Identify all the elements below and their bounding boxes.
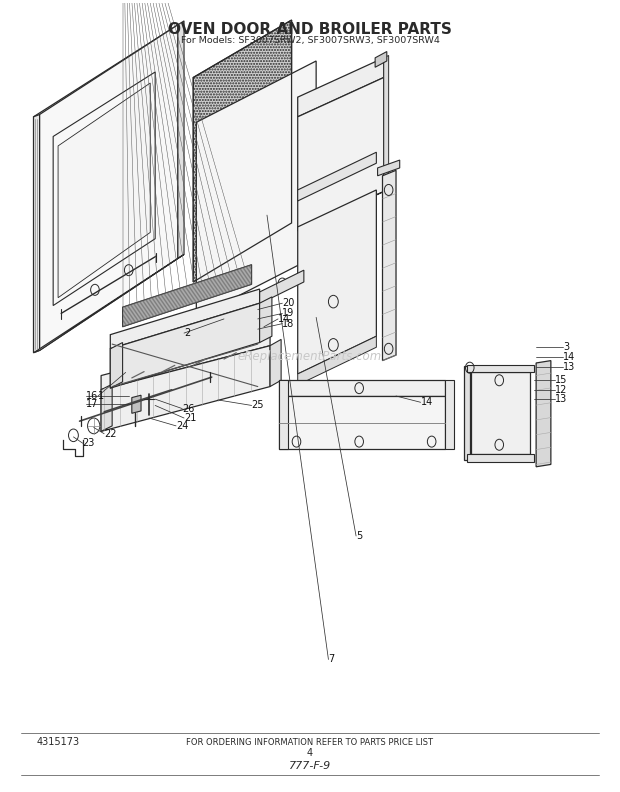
Polygon shape — [178, 21, 184, 258]
Polygon shape — [110, 289, 260, 348]
Polygon shape — [298, 189, 389, 230]
Polygon shape — [471, 372, 530, 454]
Text: 19: 19 — [282, 308, 294, 318]
Text: 13: 13 — [563, 362, 575, 372]
Polygon shape — [40, 25, 178, 350]
Polygon shape — [110, 342, 123, 388]
Polygon shape — [298, 190, 376, 374]
Polygon shape — [298, 78, 384, 230]
Text: 4315173: 4315173 — [37, 737, 80, 747]
Text: 15: 15 — [554, 375, 567, 385]
Polygon shape — [298, 58, 384, 116]
Polygon shape — [298, 337, 376, 385]
Polygon shape — [279, 396, 445, 450]
Text: FOR ORDERING INFORMATION REFER TO PARTS PRICE LIST: FOR ORDERING INFORMATION REFER TO PARTS … — [187, 737, 433, 747]
Text: For Models: SF3007SRW2, SF3007SRW3, SF3007SRW4: For Models: SF3007SRW2, SF3007SRW3, SF30… — [180, 36, 440, 45]
Text: 14: 14 — [420, 398, 433, 407]
Polygon shape — [279, 380, 445, 396]
Polygon shape — [384, 55, 389, 192]
Polygon shape — [464, 366, 470, 460]
Text: 5: 5 — [356, 531, 362, 541]
Text: 22: 22 — [104, 428, 117, 439]
Polygon shape — [536, 360, 551, 466]
Text: 26: 26 — [182, 404, 195, 413]
Polygon shape — [221, 270, 304, 323]
Polygon shape — [197, 61, 316, 318]
Polygon shape — [378, 160, 400, 176]
Polygon shape — [101, 332, 270, 390]
Polygon shape — [193, 20, 291, 282]
Text: 14: 14 — [563, 352, 575, 363]
Text: 7: 7 — [329, 654, 335, 664]
Text: eReplacementParts.com: eReplacementParts.com — [238, 350, 382, 364]
Polygon shape — [123, 265, 252, 327]
Text: 17: 17 — [86, 399, 98, 409]
Text: 20: 20 — [282, 299, 294, 308]
Polygon shape — [110, 303, 260, 388]
Polygon shape — [260, 297, 272, 342]
Polygon shape — [33, 25, 184, 119]
Polygon shape — [279, 380, 288, 450]
Polygon shape — [445, 380, 454, 450]
Polygon shape — [298, 152, 376, 201]
Text: 18: 18 — [282, 318, 294, 329]
Polygon shape — [375, 51, 387, 67]
Text: 23: 23 — [82, 438, 95, 448]
Polygon shape — [58, 83, 150, 298]
Text: 2: 2 — [184, 328, 190, 338]
Text: 3: 3 — [563, 342, 569, 352]
Text: 777-F-9: 777-F-9 — [289, 760, 331, 771]
Text: 25: 25 — [252, 401, 264, 410]
Text: 1: 1 — [98, 391, 104, 401]
Text: 4: 4 — [307, 748, 313, 758]
Polygon shape — [467, 364, 534, 372]
Polygon shape — [132, 395, 141, 413]
Text: 16: 16 — [86, 391, 98, 401]
Text: 24: 24 — [176, 421, 188, 431]
Polygon shape — [101, 345, 270, 432]
Text: 21: 21 — [184, 413, 197, 423]
Polygon shape — [101, 384, 112, 432]
Polygon shape — [33, 115, 40, 352]
Text: 14: 14 — [278, 314, 290, 324]
Polygon shape — [467, 454, 534, 462]
Text: 12: 12 — [554, 385, 567, 394]
Polygon shape — [383, 170, 396, 360]
Text: OVEN DOOR AND BROILER PARTS: OVEN DOOR AND BROILER PARTS — [168, 22, 452, 37]
Polygon shape — [270, 340, 281, 386]
Polygon shape — [33, 254, 184, 352]
Text: 13: 13 — [554, 394, 567, 404]
